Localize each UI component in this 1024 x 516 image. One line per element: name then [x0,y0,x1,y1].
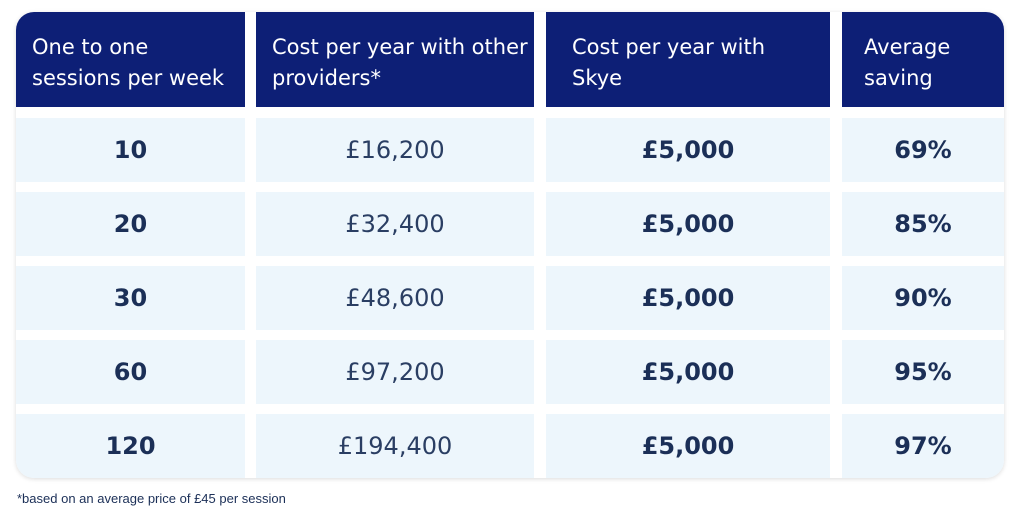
cell-saving: 85% [842,192,1004,256]
header-average-saving: Average saving [842,12,1004,107]
cell-saving: 90% [842,266,1004,330]
cell-saving: 95% [842,340,1004,404]
cell-sessions: 120 [16,414,245,478]
header-label: Average saving [864,35,951,90]
cell-cost-skye: £5,000 [546,118,830,182]
header-label: Cost per year with other providers* [272,35,528,90]
cell-cost-skye: £5,000 [546,192,830,256]
table-row: 30 £48,600 £5,000 90% [0,266,1024,330]
cell-cost-skye: £5,000 [546,414,830,478]
header-label: Cost per year with Skye [572,35,765,90]
cell-cost-other: £16,200 [256,118,534,182]
cell-sessions: 30 [16,266,245,330]
header-cost-other-providers: Cost per year with other providers* [256,12,534,107]
table-row: 60 £97,200 £5,000 95% [0,340,1024,404]
cell-cost-other: £32,400 [256,192,534,256]
header-sessions-per-week: One to one sessions per week [16,12,245,107]
cell-sessions: 10 [16,118,245,182]
cell-saving: 69% [842,118,1004,182]
cell-sessions: 20 [16,192,245,256]
footnote: *based on an average price of £45 per se… [17,491,286,506]
cell-cost-other: £194,400 [256,414,534,478]
cell-saving: 97% [842,414,1004,478]
header-cost-skye: Cost per year with Skye [546,12,830,107]
cell-cost-other: £48,600 [256,266,534,330]
table-row: 10 £16,200 £5,000 69% [0,118,1024,182]
cell-cost-skye: £5,000 [546,266,830,330]
cell-cost-other: £97,200 [256,340,534,404]
cell-sessions: 60 [16,340,245,404]
table-row: 120 £194,400 £5,000 97% [0,414,1024,478]
header-label: One to one sessions per week [32,35,225,90]
cell-cost-skye: £5,000 [546,340,830,404]
table-row: 20 £32,400 £5,000 85% [0,192,1024,256]
